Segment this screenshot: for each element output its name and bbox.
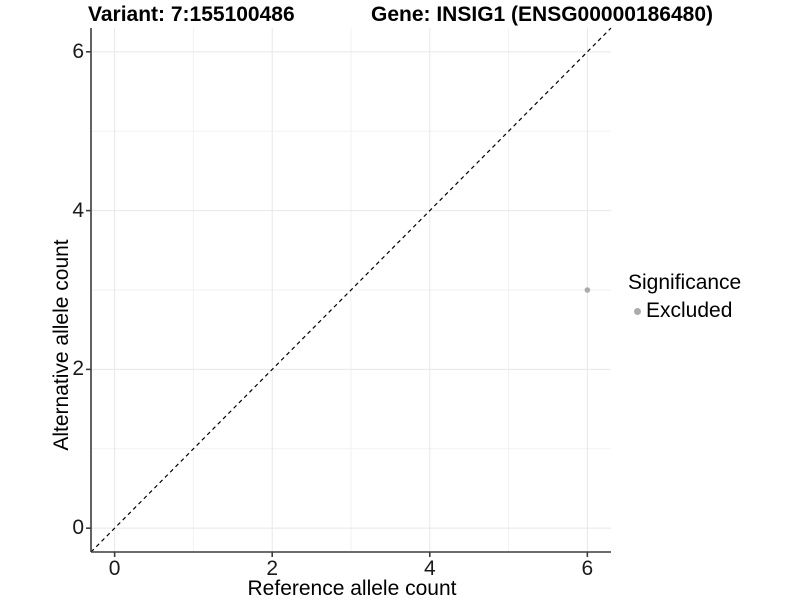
- y-tick-label: 0: [72, 516, 84, 540]
- legend-entry-excluded: Excluded: [628, 299, 741, 323]
- legend-key-dot-icon: [634, 307, 641, 315]
- x-axis-title: Reference allele count: [247, 577, 457, 600]
- y-tick-label: 6: [72, 39, 84, 63]
- x-tick-label: 2: [266, 557, 279, 580]
- y-tick-label: 4: [72, 198, 84, 222]
- x-tick-label: 0: [108, 557, 121, 580]
- legend-title: Significance: [628, 271, 742, 294]
- data-point: [584, 287, 591, 293]
- y-axis-title: Alternative allele count: [50, 239, 73, 451]
- identity-dashed-line: [90, 27, 612, 553]
- y-tick-label: 2: [72, 357, 84, 381]
- x-tick-label: 6: [581, 557, 594, 580]
- x-tick-label: 4: [423, 557, 436, 580]
- variant-title: Variant: 7:155100486: [88, 3, 295, 26]
- gene-title: Gene: INSIG1 (ENSG00000186480): [371, 3, 714, 26]
- legend-entry-label: Excluded: [646, 299, 733, 322]
- legend: Significance Excluded: [628, 271, 741, 323]
